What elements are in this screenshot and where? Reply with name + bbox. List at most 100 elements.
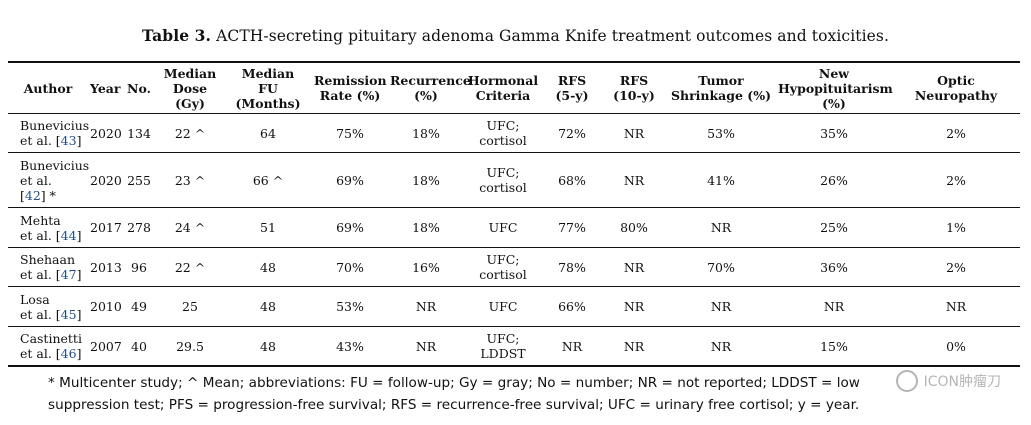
cell-optic: 2% xyxy=(946,259,966,275)
outcomes-table: Author Year No. Median Dose (Gy) Median FU(… xyxy=(8,61,1020,367)
cell-criteria: UFC xyxy=(488,299,518,314)
reference-link[interactable]: 46 xyxy=(60,346,77,361)
cell-hypopituitarism: 25% xyxy=(820,220,848,235)
cell-hypopituitarism: NR xyxy=(823,299,845,314)
cell-rfs5: 66% xyxy=(558,299,586,314)
header-recurrence: Recurrence (%) xyxy=(390,73,471,103)
cell-rfs10: 80% xyxy=(620,220,648,235)
header-shrinkage: Tumor Shrinkage (%) xyxy=(670,73,772,103)
cell-dose: 24 ^ xyxy=(174,220,206,235)
cell-shrinkage: 41% xyxy=(707,172,735,188)
cell-criteria: UFC; cortisol xyxy=(479,165,527,195)
cell-recurrence: 18% xyxy=(412,172,440,188)
header-optic: Optic Neuropathy xyxy=(914,73,998,103)
cell-year: 2020 xyxy=(90,125,122,141)
cell-author: Bunevicius et al. [43] xyxy=(20,118,90,148)
header-no: No. xyxy=(127,80,151,96)
cell-remission: 75% xyxy=(336,125,364,141)
reference-link[interactable]: 43 xyxy=(60,133,77,148)
cell-remission: 70% xyxy=(336,259,364,275)
table-row: Bunevicius et al. [42] * 2020 255 23 ^ 66 … xyxy=(8,152,1020,208)
cell-optic: 0% xyxy=(946,338,966,354)
cell-remission: 43% xyxy=(336,338,364,354)
cell-year: 2007 xyxy=(90,338,122,354)
header-author: Author xyxy=(23,80,73,96)
header-hypopituitarism: New Hypopituitarism (%) xyxy=(778,65,893,111)
cell-dose: 29.5 xyxy=(176,338,204,354)
cell-dose: 22 ^ xyxy=(174,259,206,275)
cell-year: 2020 xyxy=(90,172,122,188)
cell-optic: 2% xyxy=(946,125,966,141)
header-rfs5: RFS (5-y) xyxy=(555,73,589,103)
header-year: Year xyxy=(90,80,121,96)
cell-shrinkage: NR xyxy=(710,338,732,354)
cell-no: 40 xyxy=(131,338,147,354)
cell-shrinkage: 53% xyxy=(707,125,735,141)
watermark: ICON肿瘤刀 xyxy=(895,370,1001,392)
cell-remission: 53% xyxy=(336,299,364,314)
watermark-logo-icon xyxy=(895,370,918,392)
table-row: Shehaan et al. [47] 2013 96 22 ^ 48 70% 1… xyxy=(8,247,1020,287)
cell-no: 255 xyxy=(127,172,151,188)
cell-no: 134 xyxy=(127,125,151,141)
cell-rfs5: 78% xyxy=(558,259,586,275)
cell-rfs10: NR xyxy=(623,125,645,141)
cell-recurrence: NR xyxy=(415,338,437,354)
table-caption: Table 3. ACTH-secreting pituitary adenom… xyxy=(0,26,1031,45)
cell-optic: 1% xyxy=(946,220,966,235)
cell-no: 49 xyxy=(131,299,147,314)
cell-dose: 22 ^ xyxy=(174,125,206,141)
cell-criteria: UFC; cortisol xyxy=(479,118,527,148)
cell-author: Mehta et al. [44] xyxy=(20,212,82,243)
cell-criteria: UFC; LDDST xyxy=(480,331,526,361)
cell-fu: 48 xyxy=(260,259,276,275)
header-fu: Median FU (Months) xyxy=(235,65,301,111)
cell-recurrence: 16% xyxy=(412,259,440,275)
cell-fu: 64 xyxy=(260,125,276,141)
header-remission: Remission Rate (%) xyxy=(314,73,387,103)
cell-rfs5: NR xyxy=(561,338,583,354)
cell-dose: 25 xyxy=(182,299,198,314)
cell-rfs10: NR xyxy=(623,172,645,188)
cell-author: Bunevicius et al. [42] * xyxy=(20,157,90,203)
header-criteria: Hormonal Criteria xyxy=(467,73,539,103)
table-row: Mehta et al. [44] 2017 278 24 ^ 51 69% 18… xyxy=(8,207,1020,248)
cell-hypopituitarism: 35% xyxy=(820,125,848,141)
cell-recurrence: 18% xyxy=(412,125,440,141)
footnote-line-1: * Multicenter study; ^ Mean; abbreviatio… xyxy=(48,375,860,391)
cell-fu: 48 xyxy=(260,299,276,314)
cell-hypopituitarism: 26% xyxy=(820,172,848,188)
cell-hypopituitarism: 15% xyxy=(820,338,848,354)
cell-rfs10: NR xyxy=(623,259,645,275)
cell-year: 2010 xyxy=(90,299,122,314)
cell-optic: NR xyxy=(945,299,967,314)
cell-rfs10: NR xyxy=(623,299,645,314)
cell-criteria: UFC xyxy=(488,220,518,235)
cell-recurrence: NR xyxy=(415,299,437,314)
footnote-line-2: suppression test; PFS = progression-free… xyxy=(48,397,860,413)
cell-remission: 69% xyxy=(336,172,364,188)
cell-shrinkage: NR xyxy=(710,299,732,314)
cell-author: Castinetti et al. [46] xyxy=(20,331,82,361)
cell-fu: 48 xyxy=(260,338,276,354)
cell-no: 278 xyxy=(127,220,151,235)
table-footnote: * Multicenter study; ^ Mean; abbreviatio… xyxy=(48,372,1008,416)
caption-text: ACTH-secreting pituitary adenoma Gamma K… xyxy=(216,27,890,45)
cell-shrinkage: 70% xyxy=(707,259,735,275)
reference-link[interactable]: 45 xyxy=(60,306,77,322)
cell-fu: 51 xyxy=(260,220,276,235)
caption-label: Table 3. xyxy=(141,26,212,45)
table-row: Castinetti et al. [46] 2007 40 29.5 48 43… xyxy=(8,326,1020,366)
cell-no: 96 xyxy=(131,259,147,275)
cell-recurrence: 18% xyxy=(412,220,440,235)
cell-author: Losa et al. [45] xyxy=(20,291,82,322)
cell-rfs5: 77% xyxy=(558,220,586,235)
reference-link[interactable]: 42 xyxy=(24,187,41,203)
cell-optic: 2% xyxy=(946,172,966,188)
cell-author: Shehaan et al. [47] xyxy=(20,252,82,282)
cell-criteria: UFC; cortisol xyxy=(479,252,527,282)
header-row: Author Year No. Median Dose (Gy) Median FU(… xyxy=(8,62,1020,114)
reference-link[interactable]: 44 xyxy=(60,227,77,243)
cell-hypopituitarism: 36% xyxy=(820,259,848,275)
reference-link[interactable]: 47 xyxy=(60,267,77,282)
